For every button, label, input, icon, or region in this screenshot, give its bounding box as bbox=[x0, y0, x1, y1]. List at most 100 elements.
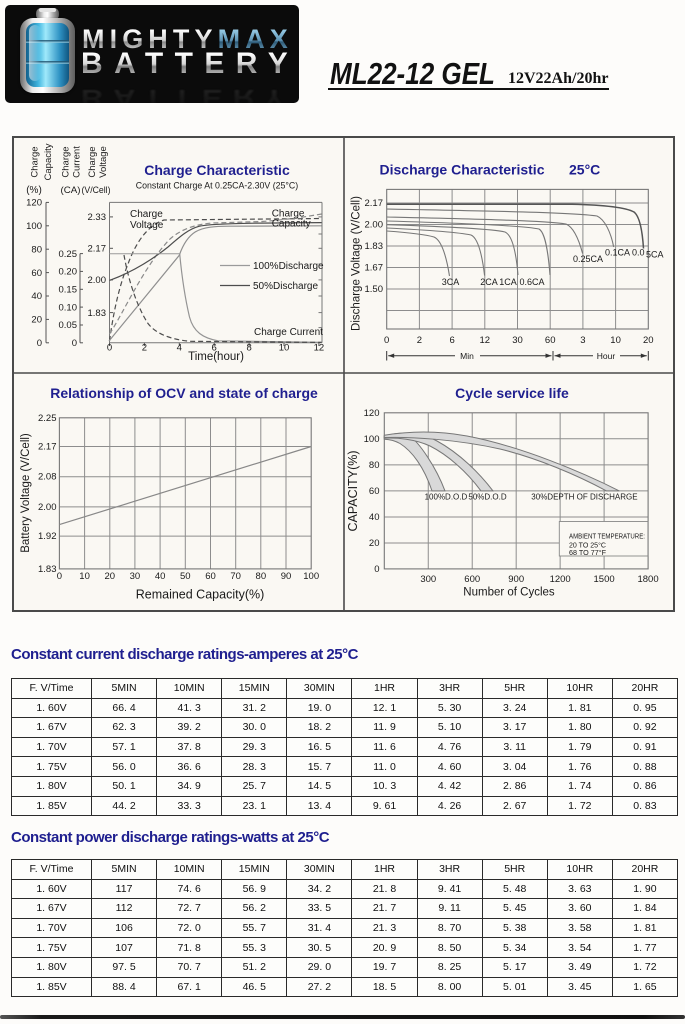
svg-text:Relationship of OCV and state: Relationship of OCV and state of charge bbox=[50, 385, 318, 401]
svg-text:60: 60 bbox=[369, 486, 380, 497]
svg-text:0.10: 0.10 bbox=[59, 302, 78, 313]
svg-text:30%DEPTH OF DISCHARGE: 30%DEPTH OF DISCHARGE bbox=[531, 493, 637, 502]
svg-text:900: 900 bbox=[508, 574, 524, 585]
svg-text:Discharge Voltage (V/Cell): Discharge Voltage (V/Cell) bbox=[351, 196, 363, 331]
svg-text:1200: 1200 bbox=[550, 574, 571, 585]
svg-text:AMBIENT TEMPERATURE:: AMBIENT TEMPERATURE: bbox=[569, 532, 645, 541]
svg-text:1800: 1800 bbox=[637, 574, 658, 585]
svg-text:0: 0 bbox=[57, 571, 62, 582]
svg-text:300: 300 bbox=[420, 574, 436, 585]
svg-text:Charge Characteristic: Charge Characteristic bbox=[144, 162, 290, 178]
svg-text:Charge Current: Charge Current bbox=[254, 327, 323, 338]
svg-text:60: 60 bbox=[31, 268, 42, 279]
svg-text:(%): (%) bbox=[26, 185, 42, 196]
svg-text:80: 80 bbox=[256, 571, 267, 582]
svg-text:1CA: 1CA bbox=[499, 277, 517, 287]
svg-text:100%D.O.D: 100%D.O.D bbox=[425, 493, 468, 502]
svg-text:120: 120 bbox=[364, 408, 380, 419]
svg-text:50%Discharge: 50%Discharge bbox=[253, 281, 318, 292]
svg-text:Constant Charge At 0.25CA-2.30: Constant Charge At 0.25CA-2.30V (25°C) bbox=[136, 181, 299, 191]
svg-text:2.00: 2.00 bbox=[38, 502, 57, 513]
svg-text:1.83: 1.83 bbox=[88, 308, 107, 319]
svg-text:120: 120 bbox=[26, 198, 42, 209]
svg-text:80: 80 bbox=[31, 244, 42, 255]
svg-text:40: 40 bbox=[31, 291, 42, 302]
svg-text:50: 50 bbox=[180, 571, 191, 582]
svg-text:0.6CA: 0.6CA bbox=[519, 277, 544, 287]
svg-text:40: 40 bbox=[369, 512, 380, 523]
svg-text:2.17: 2.17 bbox=[365, 198, 384, 209]
svg-text:10: 10 bbox=[610, 335, 621, 346]
svg-text:20: 20 bbox=[643, 335, 654, 346]
svg-text:0: 0 bbox=[384, 335, 389, 346]
svg-text:6: 6 bbox=[212, 343, 217, 354]
svg-text:5CA: 5CA bbox=[646, 250, 664, 260]
svg-text:CAPACITY(%): CAPACITY(%) bbox=[346, 450, 360, 531]
svg-text:3CA: 3CA bbox=[442, 277, 460, 287]
svg-text:1.67: 1.67 bbox=[365, 263, 384, 274]
svg-text:40: 40 bbox=[155, 571, 166, 582]
svg-text:2.25: 2.25 bbox=[38, 413, 57, 424]
svg-text:Voltage: Voltage bbox=[98, 146, 109, 178]
svg-text:20 TO 25°C: 20 TO 25°C bbox=[569, 541, 607, 550]
svg-text:0.05: 0.05 bbox=[59, 320, 78, 331]
svg-text:0.25: 0.25 bbox=[59, 249, 78, 260]
svg-text:Remained Capacity(%): Remained Capacity(%) bbox=[136, 588, 265, 602]
svg-text:600: 600 bbox=[464, 574, 480, 585]
svg-text:100: 100 bbox=[364, 434, 380, 445]
svg-text:68 TO 77°F: 68 TO 77°F bbox=[569, 548, 606, 557]
svg-text:2: 2 bbox=[142, 343, 147, 354]
svg-text:Charge: Charge bbox=[87, 146, 98, 177]
svg-text:1.50: 1.50 bbox=[365, 284, 384, 295]
svg-text:1.92: 1.92 bbox=[38, 531, 57, 542]
svg-text:4: 4 bbox=[177, 343, 182, 354]
svg-text:Time(hour): Time(hour) bbox=[188, 351, 244, 363]
svg-text:2: 2 bbox=[417, 335, 422, 346]
svg-text:20: 20 bbox=[104, 571, 115, 582]
svg-text:0.1CA 0.0: 0.1CA 0.0 bbox=[605, 248, 645, 258]
svg-text:2.17: 2.17 bbox=[88, 244, 107, 255]
svg-text:80: 80 bbox=[369, 460, 380, 471]
svg-text:50%D.O.D: 50%D.O.D bbox=[468, 493, 506, 502]
svg-text:Charge: Charge bbox=[61, 146, 72, 177]
svg-text:0: 0 bbox=[72, 338, 77, 349]
svg-text:2CA: 2CA bbox=[480, 277, 498, 287]
svg-text:100%Discharge: 100%Discharge bbox=[253, 261, 324, 272]
svg-text:1.83: 1.83 bbox=[365, 241, 384, 252]
svg-text:0: 0 bbox=[37, 338, 42, 349]
svg-text:Charge: Charge bbox=[272, 209, 305, 220]
svg-text:Current: Current bbox=[72, 146, 83, 178]
svg-text:0.20: 0.20 bbox=[59, 267, 78, 278]
svg-text:10: 10 bbox=[79, 571, 90, 582]
svg-text:2.33: 2.33 bbox=[88, 212, 107, 223]
svg-text:90: 90 bbox=[281, 571, 292, 582]
svg-text:70: 70 bbox=[230, 571, 241, 582]
svg-text:12: 12 bbox=[480, 335, 491, 346]
svg-text:0.15: 0.15 bbox=[59, 284, 78, 295]
svg-text:Charge: Charge bbox=[130, 209, 163, 220]
svg-text:0: 0 bbox=[107, 343, 112, 354]
svg-text:Min: Min bbox=[460, 351, 474, 361]
svg-text:Voltage: Voltage bbox=[130, 220, 164, 231]
svg-text:60: 60 bbox=[545, 335, 556, 346]
svg-text:2.17: 2.17 bbox=[38, 442, 57, 453]
svg-text:25°C: 25°C bbox=[569, 162, 600, 178]
svg-text:3: 3 bbox=[580, 335, 585, 346]
svg-text:20: 20 bbox=[369, 538, 380, 549]
svg-text:0: 0 bbox=[374, 564, 379, 575]
svg-text:Hour: Hour bbox=[597, 351, 616, 361]
svg-text:Capacity: Capacity bbox=[272, 219, 311, 230]
svg-text:2.00: 2.00 bbox=[365, 220, 384, 231]
svg-text:(CA): (CA) bbox=[61, 185, 81, 196]
svg-text:(V/Cell): (V/Cell) bbox=[82, 185, 111, 196]
svg-text:100: 100 bbox=[26, 221, 42, 232]
svg-text:60: 60 bbox=[205, 571, 216, 582]
svg-text:10: 10 bbox=[279, 343, 290, 354]
svg-text:20: 20 bbox=[31, 315, 42, 326]
svg-text:Battery Voltage (V/Cell): Battery Voltage (V/Cell) bbox=[20, 433, 32, 553]
svg-text:Number of Cycles: Number of Cycles bbox=[463, 587, 555, 599]
svg-text:Discharge Characteristic: Discharge Characteristic bbox=[380, 162, 545, 178]
svg-text:0.25CA: 0.25CA bbox=[573, 254, 603, 264]
svg-text:2.00: 2.00 bbox=[88, 275, 107, 286]
svg-text:30: 30 bbox=[130, 571, 141, 582]
